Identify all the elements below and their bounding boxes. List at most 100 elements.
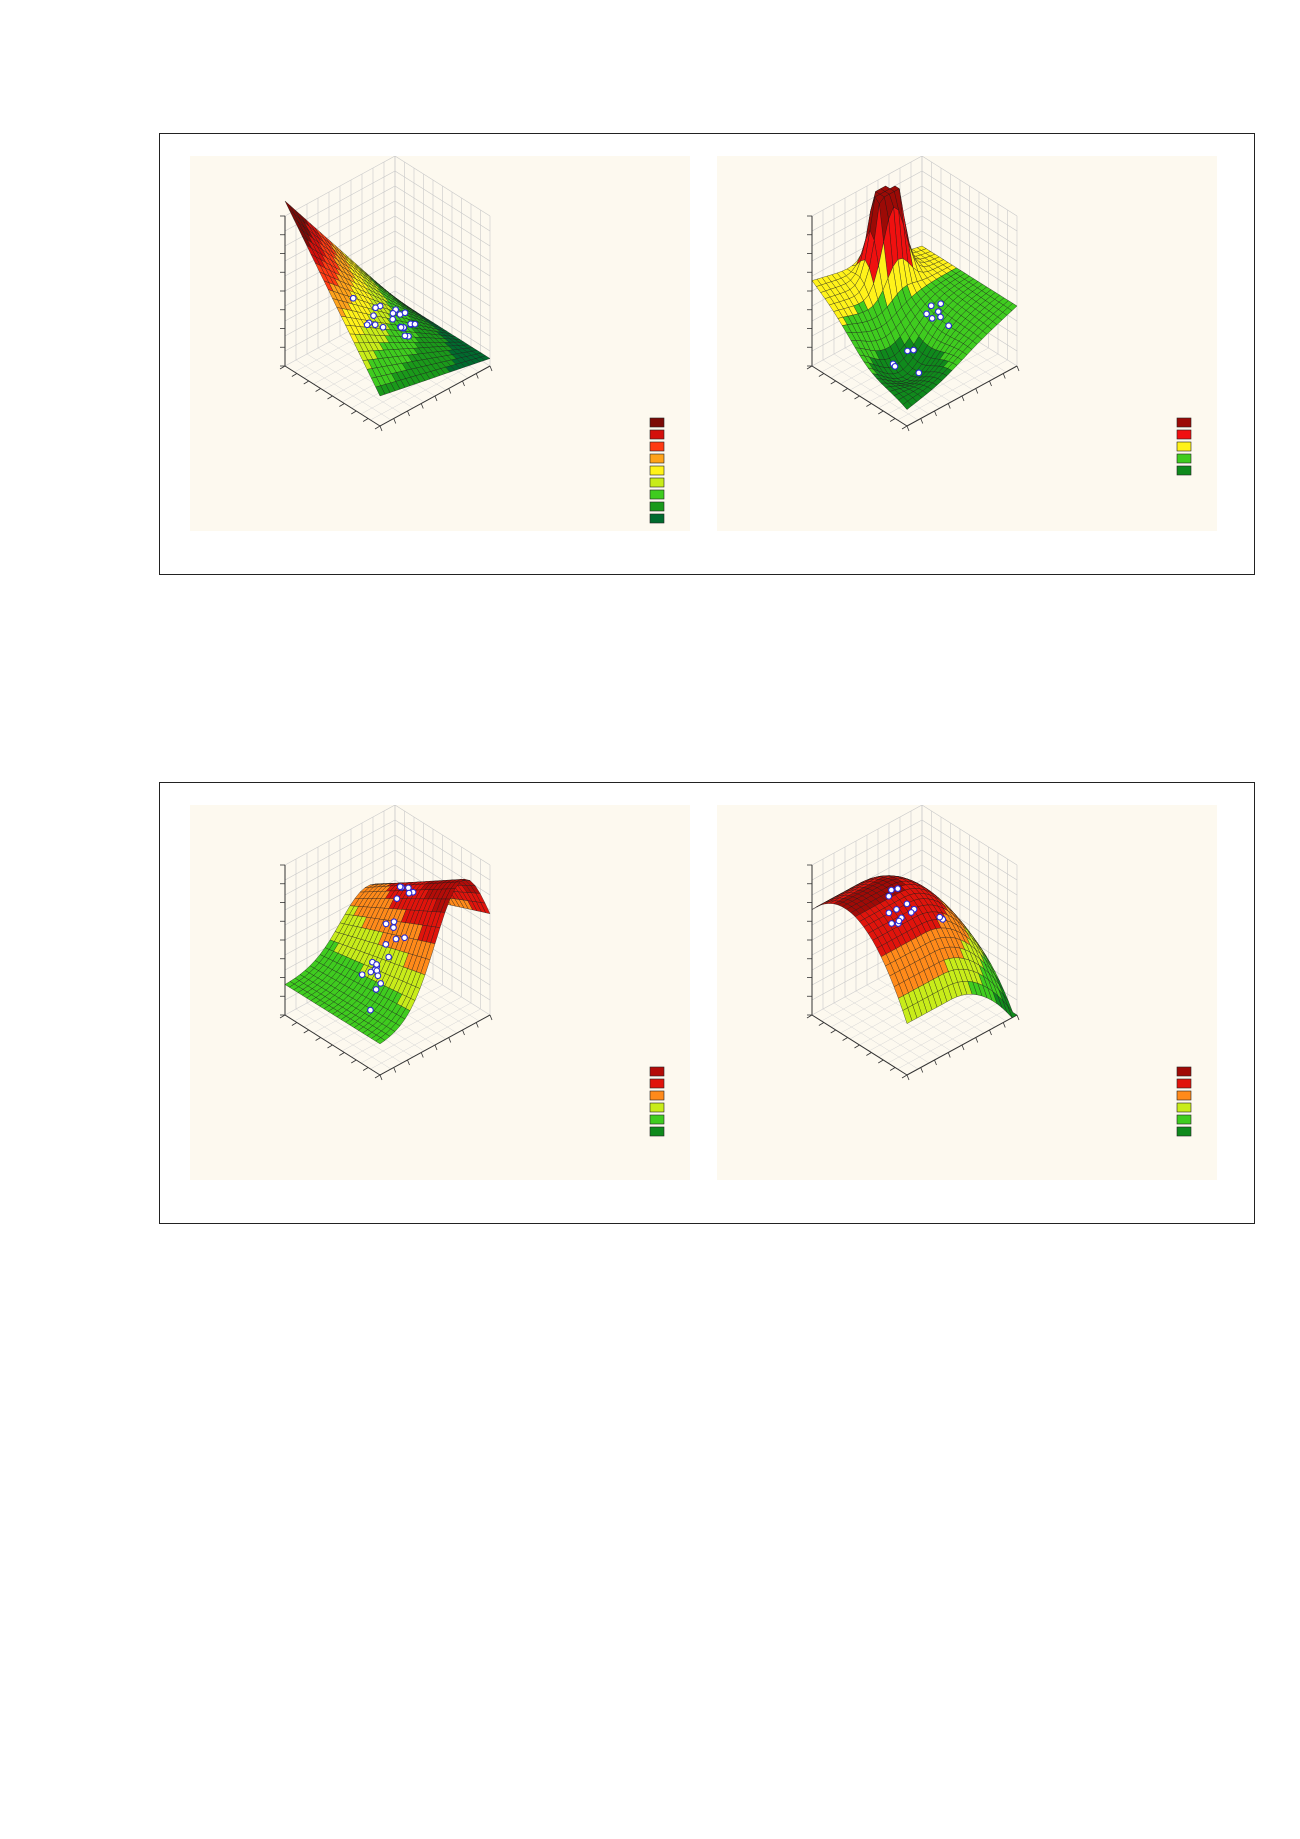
data-point (937, 313, 944, 321)
legend-swatch (649, 429, 665, 440)
data-point (891, 363, 899, 370)
data-point (371, 321, 379, 329)
data-point (927, 302, 935, 310)
data-point (401, 332, 409, 340)
data-points (889, 300, 953, 377)
legend-swatch (1176, 1090, 1192, 1101)
data-point (885, 892, 893, 900)
data-point (389, 315, 397, 323)
data-point (411, 320, 419, 328)
data-point (888, 886, 895, 894)
data-point (367, 968, 375, 976)
data-point (903, 900, 911, 908)
data-point (397, 324, 405, 331)
surface-mesh (811, 185, 1018, 410)
figure-frame-1 (159, 133, 1255, 575)
legend-swatch (649, 465, 665, 476)
axes (806, 864, 1020, 1081)
legend-swatch (649, 1126, 665, 1137)
data-point (405, 884, 412, 892)
data-point (893, 906, 900, 913)
data-point (382, 920, 390, 928)
data-point (945, 322, 953, 330)
data-point (934, 308, 942, 316)
legend-swatch (649, 1102, 665, 1113)
data-point (894, 885, 902, 893)
surface-plot-svg-2b (806, 805, 1192, 1137)
data-point (401, 309, 409, 317)
data-point (888, 920, 895, 927)
surface-plot-svg-2a (279, 805, 665, 1137)
surface-plot-svg-1a (279, 156, 665, 524)
data-point (923, 310, 930, 318)
axes (279, 215, 493, 432)
legend-swatch (649, 501, 665, 512)
surface-mesh (284, 200, 491, 397)
data-point (389, 309, 397, 317)
data-points (349, 294, 419, 340)
data-point (379, 323, 387, 331)
data-point (382, 940, 390, 948)
color-legend (649, 417, 665, 524)
data-point (392, 935, 400, 943)
data-point (385, 953, 393, 961)
legend-swatch (649, 1114, 665, 1125)
legend-swatch (1176, 1102, 1192, 1113)
surface-plot-2a (190, 805, 690, 1180)
legend-swatch (649, 513, 665, 524)
legend-swatch (649, 1078, 665, 1089)
legend-swatch (1176, 1126, 1192, 1137)
data-point (915, 369, 923, 377)
data-points (885, 885, 947, 927)
legend-swatch (1176, 429, 1192, 440)
axes (279, 864, 493, 1081)
legend-swatch (649, 453, 665, 464)
legend-swatch (1176, 417, 1192, 428)
legend-swatch (1176, 441, 1192, 452)
data-point (393, 895, 401, 902)
surface-plot-1b (717, 156, 1217, 531)
legend-swatch (649, 441, 665, 452)
data-point (358, 971, 366, 979)
data-point (367, 1006, 374, 1014)
legend-swatch (1176, 1078, 1192, 1089)
surface-plot-1a (190, 156, 690, 531)
data-point (895, 917, 903, 925)
data-point (885, 909, 893, 917)
legend-swatch (1176, 1066, 1192, 1077)
data-point (396, 883, 404, 891)
data-point (907, 909, 915, 916)
legend-swatch (649, 417, 665, 428)
data-point (937, 300, 945, 308)
data-point (928, 314, 936, 322)
data-point (910, 346, 917, 354)
color-legend (649, 1066, 665, 1137)
data-point (401, 934, 408, 942)
data-point (377, 980, 385, 987)
legend-swatch (1176, 465, 1192, 476)
data-point (363, 321, 371, 329)
figure-frame-2 (159, 782, 1255, 1224)
surface-mesh (284, 879, 491, 1045)
legend-swatch (649, 477, 665, 488)
data-point (372, 986, 380, 993)
surface-plot-2b (717, 805, 1217, 1180)
surface-mesh (811, 875, 1018, 1024)
legend-swatch (1176, 1114, 1192, 1125)
data-point (372, 304, 379, 312)
data-point (390, 918, 398, 926)
data-point (374, 972, 382, 980)
color-legend (1176, 417, 1192, 476)
data-point (936, 913, 944, 921)
legend-swatch (649, 1066, 665, 1077)
axes (806, 215, 1020, 432)
color-legend (1176, 1066, 1192, 1137)
legend-swatch (1176, 453, 1192, 464)
surface-plot-svg-1b (806, 156, 1192, 476)
data-point (390, 924, 397, 931)
data-point (904, 347, 911, 355)
data-point (349, 294, 357, 302)
legend-swatch (649, 489, 665, 500)
data-point (370, 312, 377, 320)
data-points (358, 883, 417, 1014)
